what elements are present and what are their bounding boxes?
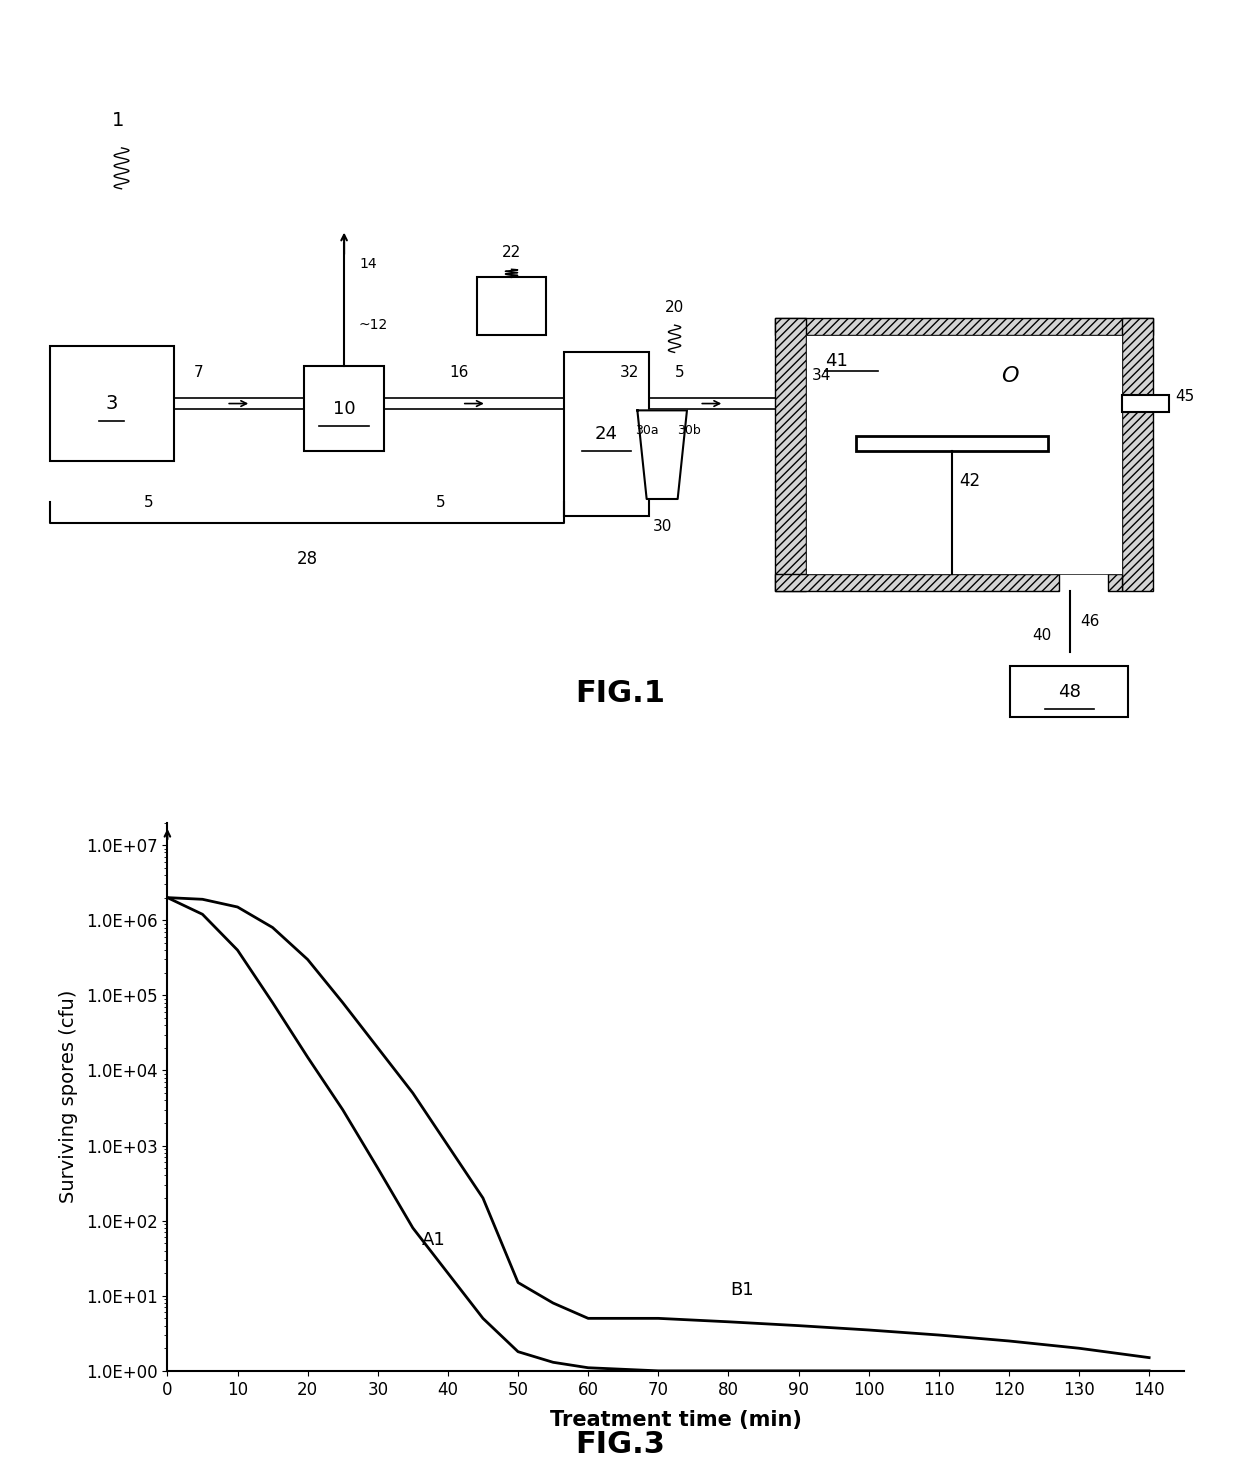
Text: 28: 28 [296, 550, 317, 568]
Text: 42: 42 [960, 471, 981, 489]
Text: 5: 5 [435, 495, 445, 510]
Text: B1: B1 [730, 1280, 754, 1298]
Bar [806, 335, 1122, 574]
Bar [1122, 319, 1153, 591]
Bar [50, 345, 174, 461]
Bar [477, 277, 546, 335]
Text: 22: 22 [502, 246, 521, 261]
Text: 16: 16 [449, 365, 469, 379]
Bar [1109, 574, 1122, 591]
Text: 30a: 30a [635, 424, 660, 437]
Text: 24: 24 [595, 425, 618, 443]
Text: 41: 41 [825, 353, 847, 370]
Bar [856, 436, 1048, 451]
Text: 7: 7 [193, 365, 203, 379]
Text: O: O [1001, 366, 1018, 387]
Text: ~12: ~12 [360, 319, 388, 332]
Text: 40: 40 [1032, 628, 1052, 643]
X-axis label: Treatment time (min): Treatment time (min) [549, 1409, 802, 1430]
Bar [1011, 665, 1128, 717]
Text: 30: 30 [652, 520, 672, 535]
Bar [304, 366, 384, 451]
Bar [775, 319, 806, 591]
Bar [775, 319, 1153, 335]
Polygon shape [637, 411, 687, 499]
Text: FIG.3: FIG.3 [575, 1430, 665, 1460]
Text: 10: 10 [332, 400, 356, 418]
Bar [775, 574, 1059, 591]
Text: 30b: 30b [677, 424, 702, 437]
Text: 48: 48 [1058, 683, 1081, 701]
Bar [1122, 394, 1169, 412]
Text: 5: 5 [675, 365, 684, 379]
Y-axis label: Surviving spores (cfu): Surviving spores (cfu) [58, 990, 78, 1203]
Text: 34: 34 [812, 368, 832, 384]
Bar [564, 353, 649, 516]
Text: 46: 46 [1080, 614, 1100, 630]
Text: 14: 14 [360, 256, 377, 271]
Text: 1: 1 [112, 111, 124, 130]
Text: A1: A1 [422, 1232, 445, 1249]
Text: 32: 32 [620, 365, 640, 379]
Text: 45: 45 [1176, 390, 1195, 405]
Text: FIG.1: FIG.1 [575, 679, 665, 708]
Text: 3: 3 [105, 394, 118, 413]
Text: 5: 5 [144, 495, 154, 510]
Text: 20: 20 [665, 299, 684, 316]
